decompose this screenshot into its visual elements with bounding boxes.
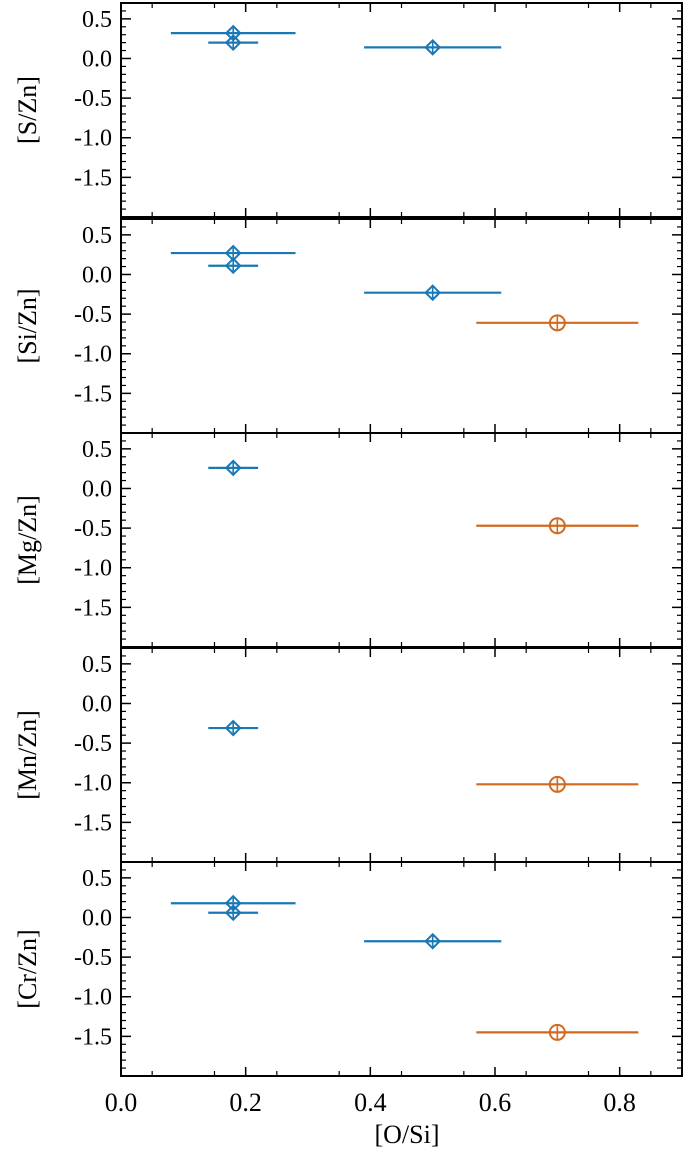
x-tick-label: 0.8 (603, 1088, 636, 1117)
panel-3: 0.5 0.0 -0.5 -1.0 -1.5 [Mn/Zn] (13, 647, 683, 863)
y-axis-label: [S/Zn] (13, 76, 42, 144)
panel-1: 0.5 0.0 -0.5 -1.0 -1.5 [Si/Zn] (13, 218, 683, 434)
panel-frame (120, 2, 683, 218)
y-tick-label: 0.0 (82, 46, 112, 72)
data-point (476, 314, 639, 332)
data-point (364, 284, 502, 302)
data-point (364, 38, 502, 56)
y-tick-label: -1.5 (74, 381, 112, 407)
y-tick-label: -0.5 (74, 731, 112, 757)
data-point (208, 719, 259, 737)
y-tick-label: -0.5 (74, 302, 112, 328)
panel-stack: 0.5 0.0 -0.5 -1.0 -1.5 [S/Zn] 0.5 0.0 -0.5 -1.0 -1… (13, 2, 683, 1077)
y-tick-label: -1.0 (74, 985, 112, 1011)
panel-frame (120, 861, 683, 1077)
panel-frame (120, 218, 683, 434)
panel-4: 0.5 0.0 -0.5 -1.0 -1.5 [Cr/Zn] (13, 861, 683, 1077)
x-tick-labels: 0.0 0.2 0.4 0.6 0.8 (105, 1088, 636, 1117)
y-tick-label: -1.5 (74, 595, 112, 621)
data-point (208, 459, 259, 477)
y-tick-label: -1.5 (74, 810, 112, 836)
data-point (208, 257, 259, 275)
y-tick-label: -0.5 (74, 945, 112, 971)
data-point (476, 775, 639, 793)
y-tick-label: 0.5 (82, 7, 112, 33)
x-tick-label: 0.0 (105, 1088, 138, 1117)
y-tick-label: 0.5 (82, 223, 112, 249)
y-tick-label: 0.0 (82, 691, 112, 717)
panel-2: 0.5 0.0 -0.5 -1.0 -1.5 [Mg/Zn] (13, 432, 683, 648)
x-axis-label: [O/Si] (375, 1120, 440, 1149)
y-axis-label: [Mg/Zn] (13, 495, 42, 585)
y-axis-label: [Cr/Zn] (13, 929, 42, 1008)
data-point (476, 517, 639, 535)
y-tick-label: -0.5 (74, 516, 112, 542)
y-tick-label: 0.0 (82, 905, 112, 931)
data-point (208, 904, 259, 922)
y-axis-label: [Mn/Zn] (13, 710, 42, 800)
y-tick-label: -1.0 (74, 342, 112, 368)
data-point (208, 34, 259, 52)
y-axis-label: [Si/Zn] (13, 288, 42, 363)
y-tick-label: 0.5 (82, 866, 112, 892)
x-tick-label: 0.6 (479, 1088, 512, 1117)
y-tick-label: 0.5 (82, 437, 112, 463)
y-tick-label: -0.5 (74, 86, 112, 112)
y-tick-label: -1.0 (74, 771, 112, 797)
data-point (476, 1023, 639, 1041)
y-tick-label: 0.0 (82, 476, 112, 502)
x-tick-label: 0.4 (354, 1088, 387, 1117)
y-tick-label: -1.0 (74, 126, 112, 152)
x-tick-label: 0.2 (229, 1088, 262, 1117)
y-tick-label: -1.0 (74, 556, 112, 582)
panel-0: 0.5 0.0 -0.5 -1.0 -1.5 [S/Zn] (13, 2, 683, 218)
y-tick-label: -1.5 (74, 1024, 112, 1050)
panel-frame (120, 647, 683, 863)
data-point (364, 932, 502, 950)
y-tick-label: 0.0 (82, 262, 112, 288)
y-tick-label: -1.5 (74, 165, 112, 191)
y-tick-label: 0.5 (82, 652, 112, 678)
panel-frame (120, 432, 683, 648)
